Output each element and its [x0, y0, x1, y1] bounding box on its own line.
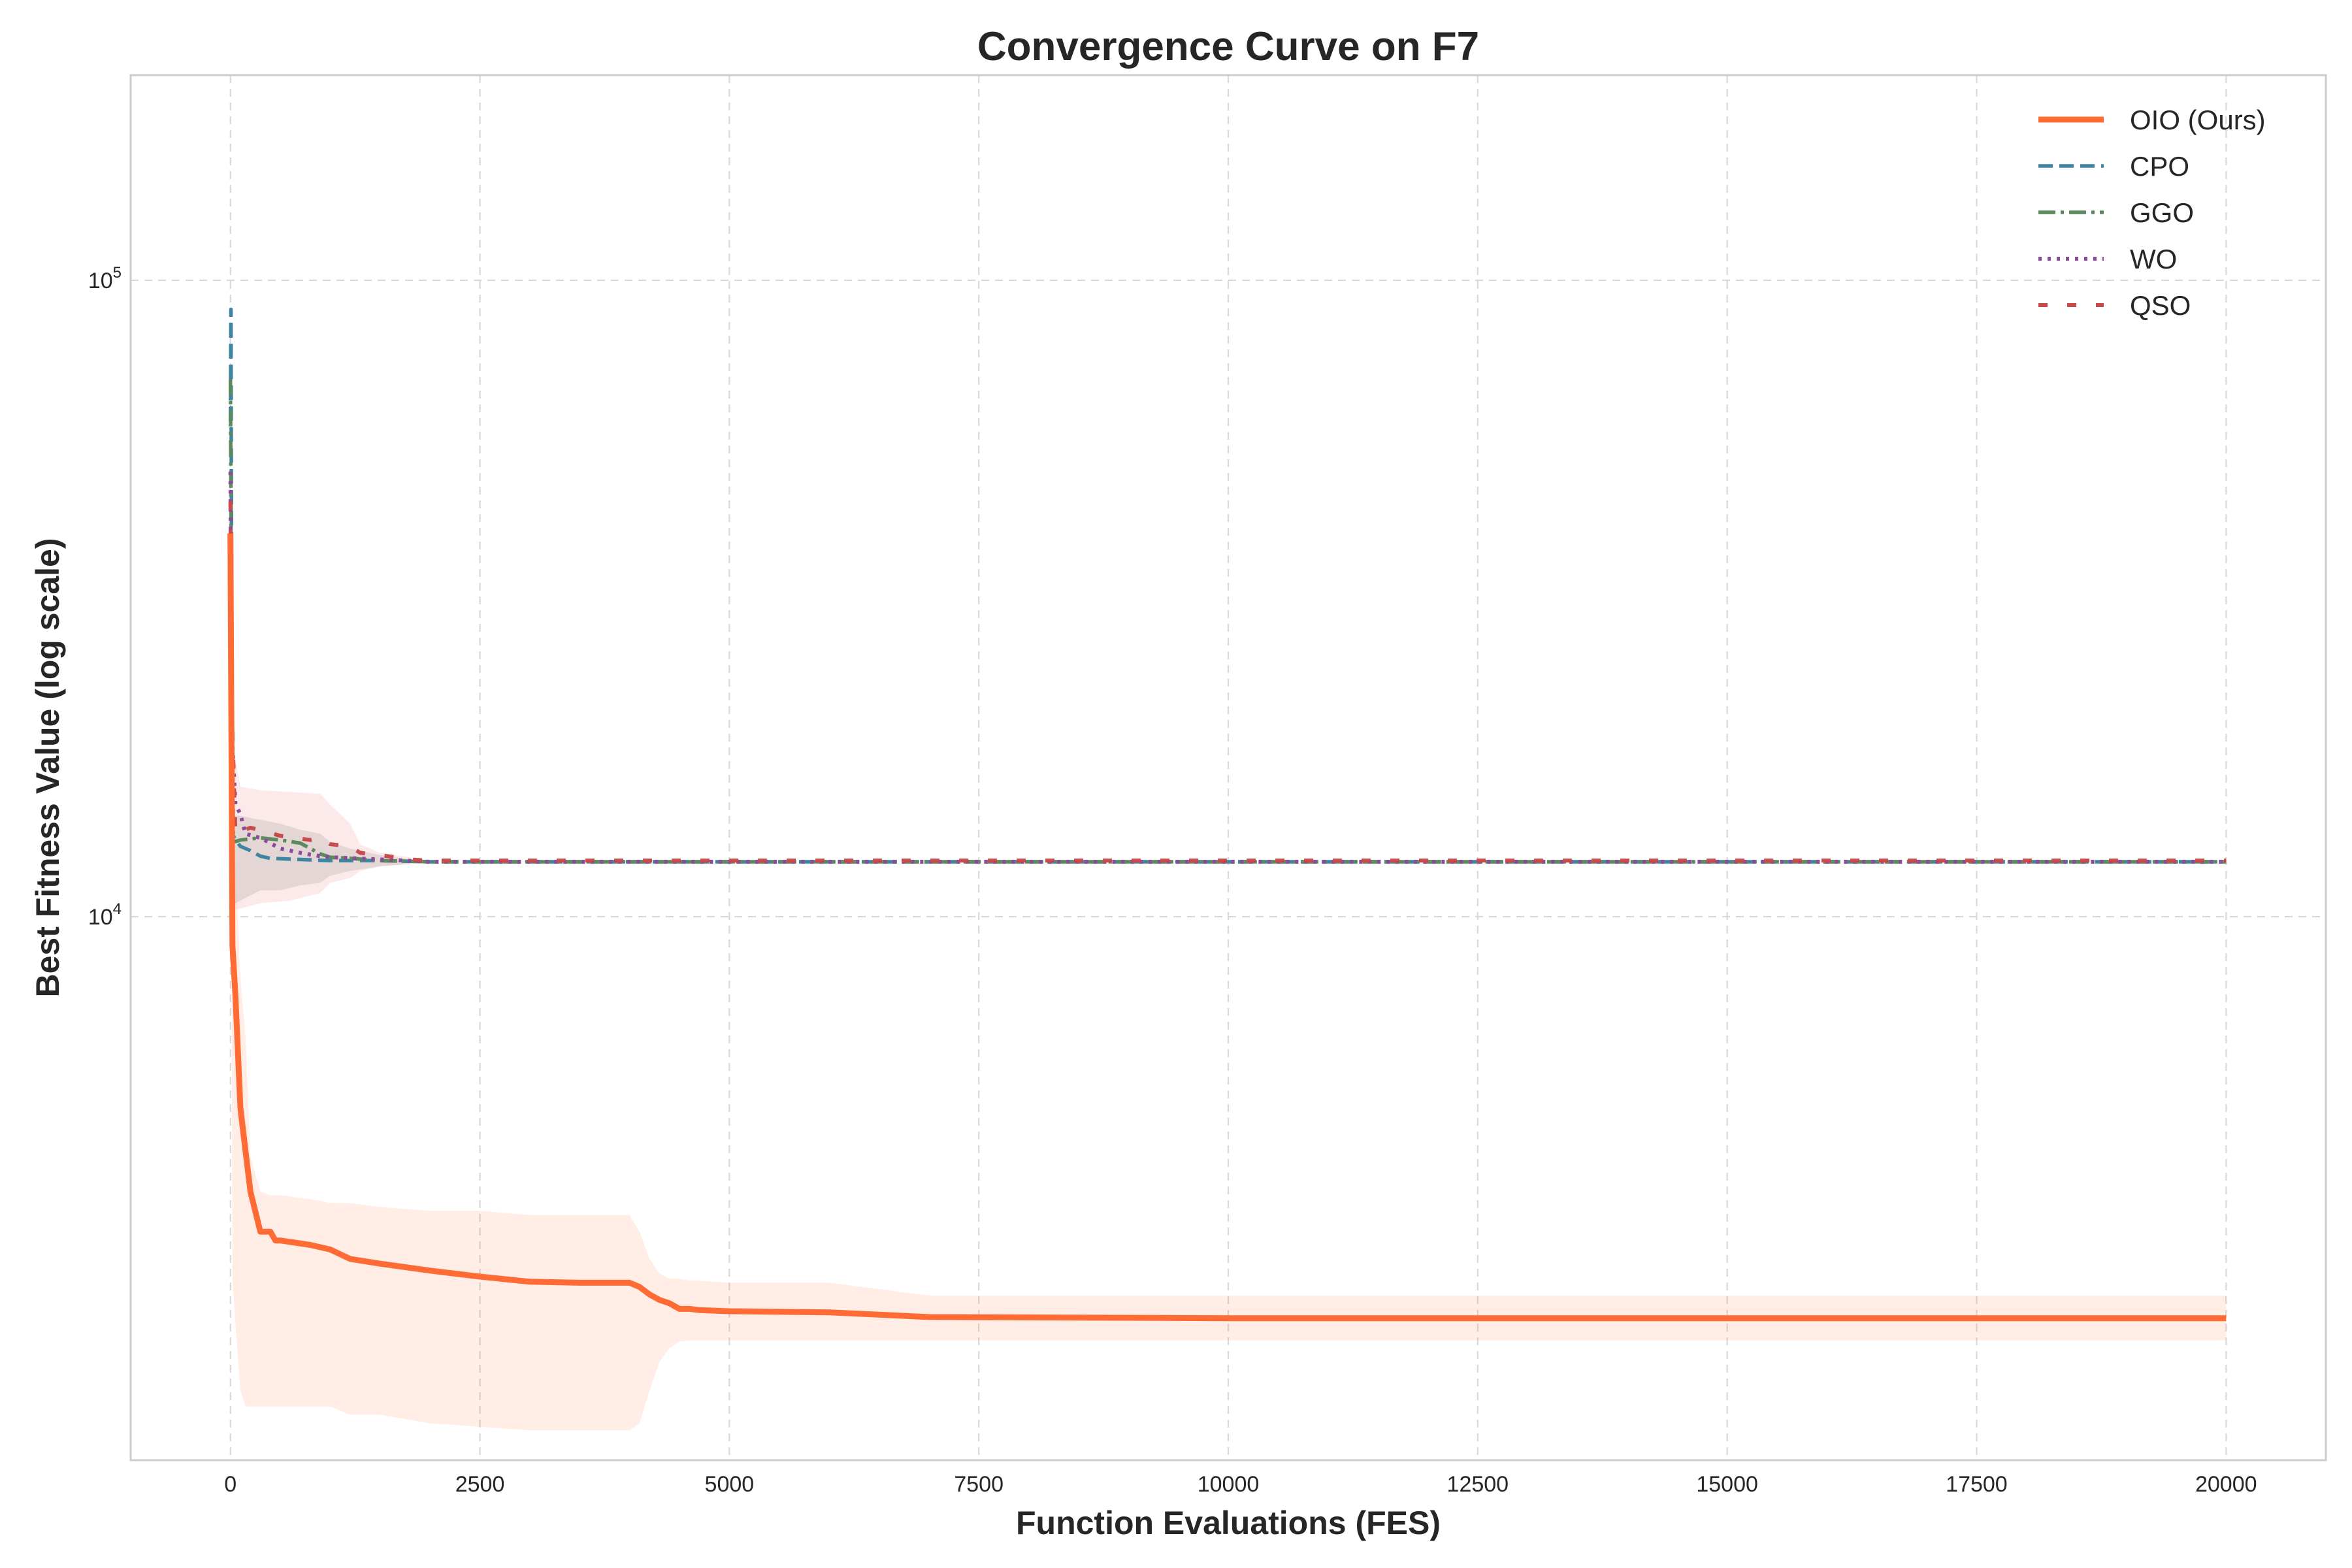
x-axis-label: Function Evaluations (FES) [1016, 1505, 1441, 1541]
x-tick-label: 2500 [455, 1472, 505, 1497]
y-tick-label: 105 [88, 264, 122, 293]
y-tick-label: 104 [88, 900, 122, 930]
x-tick-label: 5000 [705, 1472, 755, 1497]
x-tick-label: 12500 [1447, 1472, 1509, 1497]
legend-label-cpo: CPO [2130, 151, 2189, 182]
x-tick-label: 17500 [1946, 1472, 2008, 1497]
series-lines [227, 307, 2227, 1322]
x-tick-label: 20000 [2195, 1472, 2257, 1497]
x-tick-label: 15000 [1696, 1472, 1758, 1497]
legend-label-ggo: GGO [2130, 197, 2194, 228]
legend-label-oio-ours: OIO (Ours) [2130, 105, 2266, 135]
axis-ticks: 0 2500 5000 7500 10000 12500 15000 17500 20000 10… [88, 264, 2257, 1497]
chart-title: Convergence Curve on F7 [977, 24, 1479, 69]
legend-label-wo: WO [2130, 244, 2177, 274]
x-tick-label: 10000 [1198, 1472, 1260, 1497]
oio-confidence-band [230, 533, 2227, 1431]
legend: OIO (Ours) CPO GGO WO QSO [2038, 105, 2266, 321]
plot-frame [129, 74, 2327, 1462]
qso-confidence-band [230, 732, 410, 911]
x-tick-label: 0 [224, 1472, 237, 1497]
series-line-oio-ours [227, 533, 2227, 1322]
y-axis-label: Best Fitness Value (log scale) [29, 538, 66, 997]
x-tick-label: 7500 [954, 1472, 1004, 1497]
legend-label-qso: QSO [2130, 290, 2191, 321]
